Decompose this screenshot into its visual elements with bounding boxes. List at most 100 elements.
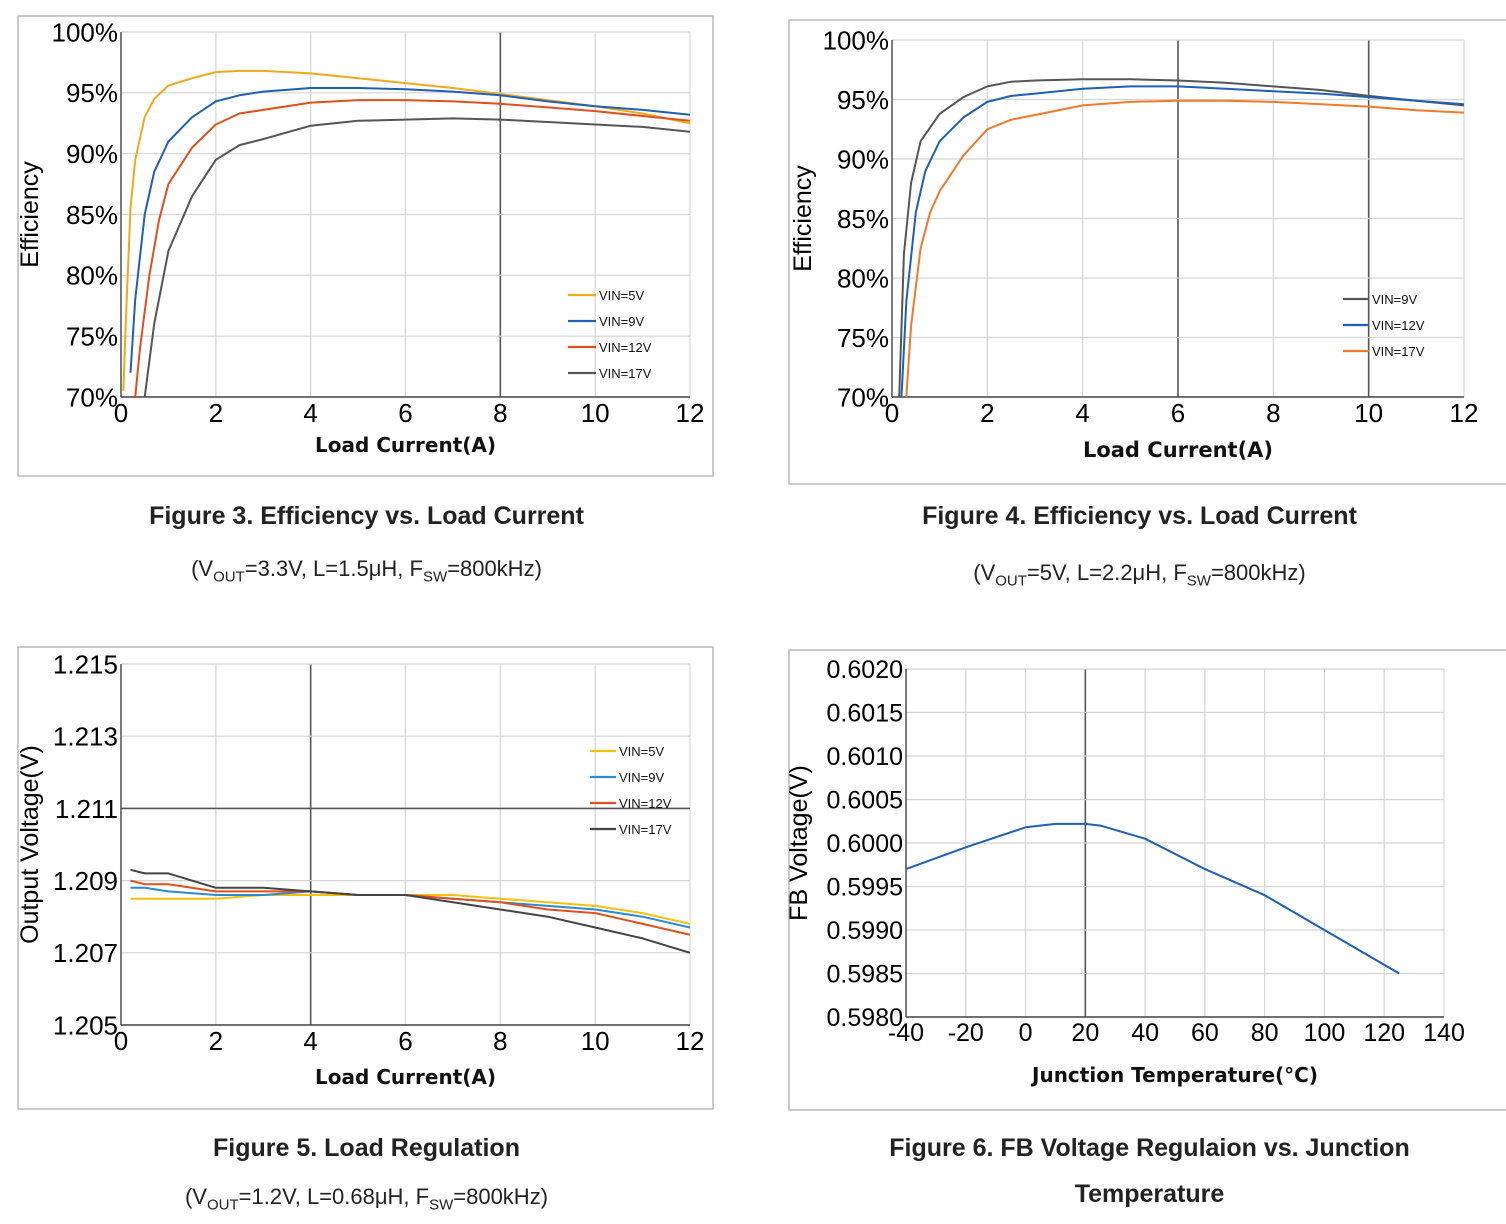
y-tick-label: 80% — [837, 263, 889, 293]
y-tick-label: 75% — [66, 322, 118, 352]
series-line-vin-9v — [129, 87, 690, 373]
legend-label: VIN=9V — [599, 314, 644, 329]
y-tick-label: 0.6020 — [827, 656, 903, 684]
x-tick-label: 8 — [493, 1026, 507, 1056]
y-axis-label: Efficiency — [16, 161, 44, 268]
series-line-vin-12v — [900, 85, 1464, 397]
x-tick-label: 8 — [1266, 398, 1280, 428]
y-tick-label: 0.6015 — [827, 700, 903, 728]
legend-label: VIN=17V — [619, 822, 672, 837]
y-tick-label: 90% — [837, 144, 889, 174]
y-tick-label: 0.5990 — [827, 917, 903, 945]
series-line-vin-17v — [905, 99, 1464, 397]
figure-3-subcaption: (VOUT=3.3V, L=1.5μH, FSW=800kHz) — [191, 556, 542, 586]
chart-frame — [788, 649, 1506, 1111]
series-line-vin-5v — [122, 69, 690, 391]
figure-5-subcaption: (VOUT=1.2V, L=0.68μH, FSW=800kHz) — [184, 1184, 549, 1214]
y-tick-label: 75% — [837, 323, 889, 353]
x-tick-label: 40 — [1131, 1019, 1159, 1047]
figure-5-caption: Figure 5. Load Regulation — [213, 1134, 520, 1162]
x-tick-label: 140 — [1423, 1019, 1465, 1047]
figure-4-panel: 0 2 4 6 8 10 12 70% 75% 80% 85% 90% 95% 100% Load Curr… — [753, 0, 1506, 600]
y-tick-label: 100% — [823, 25, 890, 55]
y-tick-label: 1.215 — [53, 649, 118, 679]
legend-label: VIN=17V — [599, 366, 652, 381]
x-tick-label: 0 — [885, 398, 899, 428]
y-tick-label: 85% — [66, 200, 118, 230]
x-tick-label: 8 — [493, 398, 507, 428]
legend-label: VIN=12V — [619, 796, 672, 811]
legend-label: VIN=5V — [619, 744, 664, 759]
figure-3-caption: Figure 3. Efficiency vs. Load Current — [149, 502, 584, 530]
x-tick-label: 120 — [1363, 1019, 1405, 1047]
legend: VIN=5V VIN=9V VIN=12V VIN=17V — [590, 744, 672, 837]
y-axis-label: Efficiency — [789, 165, 817, 272]
x-tick-label: 10 — [581, 1026, 610, 1056]
y-tick-label: 0.5980 — [827, 1004, 903, 1032]
chart-frame — [17, 646, 714, 1110]
x-tick-label: 6 — [398, 398, 412, 428]
x-tick-label: 100 — [1304, 1019, 1346, 1047]
legend: VIN=9V VIN=12V VIN=17V — [1343, 292, 1425, 359]
x-axis-label: Junction Temperature(°C) — [1030, 1063, 1318, 1087]
x-axis-label: Load Current(A) — [315, 1065, 496, 1089]
x-tick-label: 60 — [1191, 1019, 1219, 1047]
x-tick-label: 80 — [1251, 1019, 1279, 1047]
x-tick-label: -20 — [948, 1019, 984, 1047]
y-tick-label: 70% — [66, 382, 118, 412]
x-tick-label: 6 — [398, 1026, 412, 1056]
x-axis-label: Load Current(A) — [1083, 438, 1273, 462]
figure-4-caption: Figure 4. Efficiency vs. Load Current — [922, 502, 1357, 530]
figure-6-caption: Figure 6. FB Voltage Regulaion vs. Junct… — [889, 1134, 1410, 1162]
y-tick-label: 95% — [837, 85, 889, 115]
x-tick-label: 20 — [1071, 1019, 1099, 1047]
y-tick-label: 0.5995 — [827, 874, 903, 902]
legend-label: VIN=9V — [1372, 292, 1417, 307]
legend-label: VIN=12V — [599, 340, 652, 355]
x-tick-label: 10 — [1354, 398, 1383, 428]
series-line-vin-9v — [898, 78, 1464, 397]
x-tick-label: 12 — [676, 398, 705, 428]
figure-5-panel: 0 2 4 6 8 10 12 1.205 1.207 1.209 1.211 1.213 1.215 L… — [0, 620, 753, 1224]
figure-5-chart: 0 2 4 6 8 10 12 1.205 1.207 1.209 1.211 1.213 1.215 L… — [16, 646, 714, 1110]
y-tick-label: 90% — [66, 139, 118, 169]
y-tick-label: 1.205 — [53, 1010, 118, 1040]
legend-label: VIN=17V — [1372, 344, 1425, 359]
x-tick-label: 6 — [1171, 398, 1185, 428]
x-tick-label: 4 — [303, 1026, 317, 1056]
y-tick-label: 0.5985 — [827, 961, 903, 989]
x-tick-label: 12 — [676, 1026, 705, 1056]
x-tick-label: 10 — [581, 398, 610, 428]
figure-4-chart: 0 2 4 6 8 10 12 70% 75% 80% 85% 90% 95% 100% Load Curr… — [788, 19, 1506, 485]
figure-4-subcaption: (VOUT=5V, L=2.2μH, FSW=800kHz) — [973, 560, 1306, 590]
y-tick-label: 0.6010 — [827, 743, 903, 771]
x-tick-label: 2 — [209, 398, 223, 428]
y-tick-label: 100% — [52, 17, 119, 47]
y-tick-label: 1.211 — [55, 794, 118, 824]
figure-3-panel: 0 2 4 6 8 10 12 70% 75% 80% 85% 90% 95% 100% Load Curr… — [0, 0, 753, 600]
x-axis-label: Load Current(A) — [315, 433, 496, 457]
y-axis-label: FB Voltage(V) — [785, 765, 813, 921]
x-tick-label: 0 — [114, 1026, 128, 1056]
series-line-vin-17v — [130, 868, 690, 954]
legend-label: VIN=12V — [1372, 318, 1425, 333]
x-tick-label: 4 — [1075, 398, 1089, 428]
x-tick-label: 0 — [114, 398, 128, 428]
y-tick-label: 80% — [66, 261, 118, 291]
legend-label: VIN=5V — [599, 288, 644, 303]
y-tick-label: 95% — [66, 78, 118, 108]
x-tick-label: 12 — [1450, 398, 1479, 428]
figure-6-panel: -40 -20 0 20 40 60 80 100 120 140 0.5980 0.5985 0.59… — [753, 620, 1506, 1224]
series-line-0 — [906, 822, 1400, 975]
legend: VIN=5V VIN=9V VIN=12V VIN=17V — [568, 288, 652, 381]
y-tick-label: 70% — [837, 382, 889, 412]
x-tick-label: 2 — [980, 398, 994, 428]
y-tick-label: 1.213 — [53, 722, 118, 752]
series-line-vin-17v — [143, 117, 690, 397]
y-tick-label: 1.207 — [53, 938, 118, 968]
figure-6-caption-line2: Temperature — [1074, 1180, 1225, 1208]
x-tick-label: 4 — [303, 398, 317, 428]
y-tick-label: 0.6005 — [827, 787, 903, 815]
y-axis-label: Output Voltage(V) — [16, 745, 44, 944]
figure-6-chart: -40 -20 0 20 40 60 80 100 120 140 0.5980 0.5985 0.59… — [785, 649, 1506, 1111]
